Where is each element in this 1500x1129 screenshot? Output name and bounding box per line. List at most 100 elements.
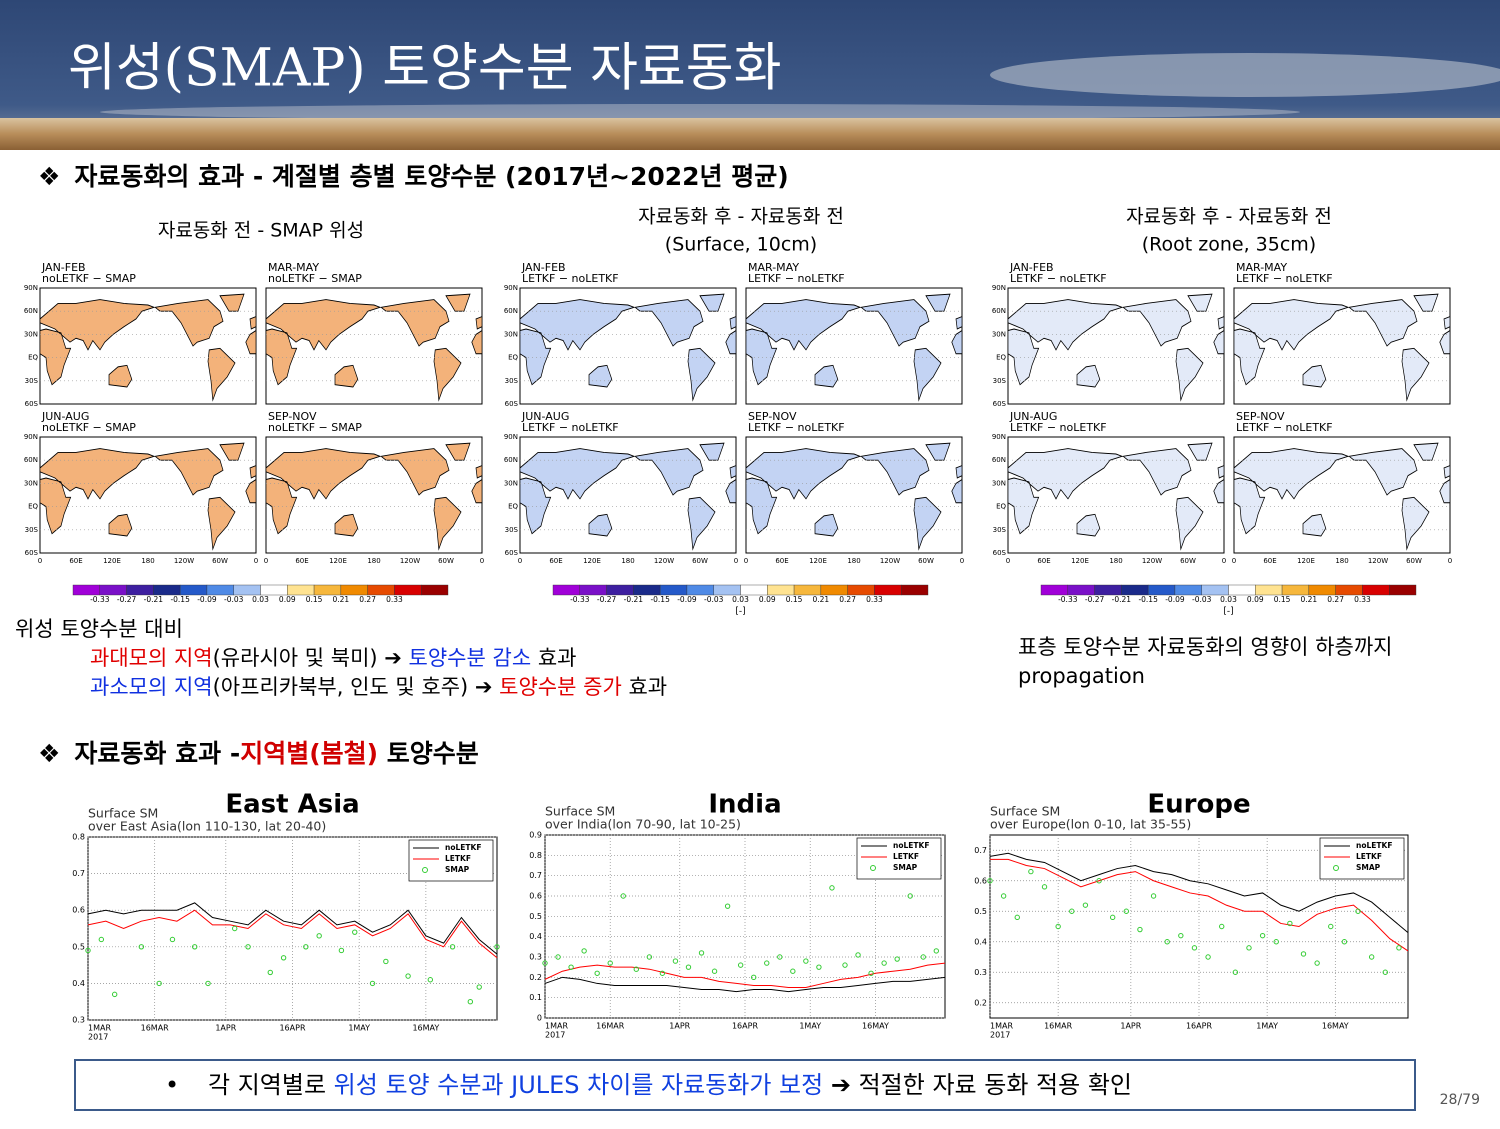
colorbar-label: -0.33 (570, 595, 590, 604)
data-point (1150, 893, 1157, 899)
data-point (1328, 923, 1334, 930)
lat-label: 90N (24, 433, 38, 441)
x-tick-label: 1MAR (990, 1022, 1013, 1031)
data-point (1178, 932, 1184, 939)
colorbar-label: 0.09 (759, 595, 776, 604)
lon-label: 60E (69, 557, 82, 565)
note-red: 과대모의 지역 (90, 646, 213, 670)
chart-title: over India(lon 70-90, lat 10-25) (545, 817, 741, 832)
heading-text: 자료동화의 효과 - 계절별 층별 토양수분 (2017년~2022년 평균) (74, 162, 788, 191)
data-point (1396, 945, 1402, 951)
lon-label: 60E (775, 557, 788, 565)
colorbar-box (633, 584, 661, 596)
lon-label: 120E (329, 557, 347, 565)
data-point (594, 970, 600, 976)
summary-highlight: 위성 토양 수분과 JULES 차이를 자료동화가 보정 (334, 1071, 824, 1099)
chart-title: over East Asia(lon 110-130, lat 20-40) (88, 819, 326, 834)
colorbar-label: 0.15 (1274, 595, 1291, 604)
lat-label: 60N (24, 307, 38, 315)
lat-label: 30N (504, 479, 518, 487)
y-tick-label: 0.4 (974, 937, 987, 946)
colorbar-box (179, 584, 208, 596)
data-point (1000, 893, 1007, 899)
colorbar-label: 0.15 (786, 595, 803, 604)
data-point (987, 878, 993, 884)
data-point (659, 970, 666, 976)
note-blue: 과소모의 지역 (90, 675, 213, 699)
colorbar-box (793, 584, 822, 596)
colorbar-box (767, 584, 795, 596)
colorbar-box (1362, 584, 1390, 596)
lon-label: 60E (549, 557, 562, 565)
y-tick-label: 0.5 (72, 942, 85, 951)
lon-label: 120W (654, 557, 674, 565)
y-tick-label: 0.3 (974, 968, 987, 977)
summary-box (74, 1059, 1416, 1111)
data-point (111, 991, 118, 998)
colorbar-box (1174, 584, 1202, 596)
colorbar-box (1335, 584, 1363, 596)
heading-highlight: 지역별(봄철) (240, 739, 378, 768)
y-tick-label: 0.3 (72, 1016, 85, 1025)
lat-label: 60N (504, 307, 518, 315)
data-point (1041, 884, 1048, 890)
x-tick-label: 1MAR (88, 1024, 111, 1033)
series-line (989, 852, 1409, 933)
x-tick-label: 16APR (1186, 1022, 1212, 1031)
data-point (737, 962, 744, 968)
panel-season: MAR-MAY (748, 261, 799, 274)
data-point (316, 933, 322, 939)
x-sublabel: 2017 (990, 1031, 1010, 1040)
lat-label: 30S (993, 377, 1007, 385)
colorbar-box (1040, 584, 1068, 596)
note-line: propagation (1018, 664, 1145, 688)
lat-label: 60N (24, 456, 38, 464)
y-tick-label: 0.4 (72, 979, 85, 988)
colorbar-label: -0.21 (624, 595, 644, 604)
panel-season: JUN-AUG (41, 410, 89, 423)
lon-label: 60E (1037, 557, 1050, 565)
data-point (245, 944, 251, 950)
x-tick-label: 16MAR (596, 1022, 625, 1031)
colorbar-label: -0.03 (1192, 595, 1212, 604)
lat-label: EQ (996, 354, 1006, 362)
lon-label: 60E (295, 557, 308, 565)
x-tick-label: 1APR (215, 1024, 236, 1033)
colorbar-box (153, 584, 181, 596)
lon-label: 0 (960, 557, 964, 565)
lon-label: 60W (692, 557, 708, 565)
banner-cloud (100, 104, 1300, 120)
legend-label: noLETKF (893, 841, 929, 850)
panel-season: JUN-AUG (521, 410, 569, 423)
data-point (383, 958, 389, 965)
colorbar-box (606, 584, 634, 596)
lat-label: EQ (28, 354, 38, 362)
x-tick-label: 16APR (732, 1022, 758, 1031)
data-point (191, 944, 198, 950)
data-point (1355, 908, 1361, 914)
data-point (1219, 923, 1225, 930)
page-title: 위성(SMAP) 토양수분 자료동화 (68, 39, 781, 99)
series-line (990, 858, 1409, 952)
lat-label: 60N (504, 456, 518, 464)
colorbar-label: 0.03 (732, 595, 749, 604)
data-point (98, 936, 105, 943)
y-tick-label: 0 (537, 1014, 542, 1023)
x-tick-label: 16MAR (141, 1024, 170, 1033)
lon-label: 0 (734, 557, 738, 565)
legend-label: SMAP (893, 863, 918, 872)
x-tick-label: 1APR (1120, 1022, 1141, 1031)
chart-title: Surface SM (88, 806, 158, 821)
y-tick-label: 0.7 (72, 869, 85, 878)
y-tick-label: 0.7 (529, 871, 542, 880)
y-tick-label: 0.4 (529, 932, 542, 941)
colorbar-label: 0.27 (1327, 595, 1344, 604)
data-point (405, 973, 411, 979)
colorbar-label: -0.09 (1165, 595, 1185, 604)
lat-label: 30S (993, 526, 1007, 534)
data-point (1014, 914, 1020, 921)
legend-label: noLETKF (1356, 841, 1392, 850)
panel-label: LETKF − noLETKF (1010, 272, 1107, 285)
colorbar-label: 0.21 (1301, 595, 1318, 604)
lon-label: 180 (1335, 557, 1348, 565)
